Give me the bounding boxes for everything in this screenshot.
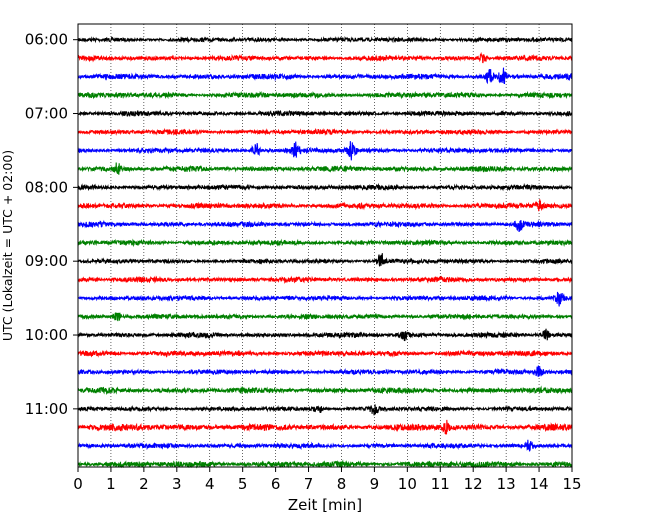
- y-tick-label: 11:00: [25, 400, 68, 418]
- x-tick-label: 7: [304, 475, 314, 493]
- trace-0615: [77, 51, 573, 64]
- x-tick-label: 15: [562, 475, 581, 493]
- x-tick-label: 10: [398, 475, 417, 493]
- trace-0945: [77, 312, 573, 322]
- trace-0815: [77, 199, 573, 212]
- trace-1030: [77, 365, 573, 377]
- plot-frame: [77, 23, 573, 468]
- x-tick-label: 11: [431, 475, 450, 493]
- trace-0700: [77, 109, 573, 118]
- trace-1015: [77, 349, 573, 358]
- trace-1115: [77, 419, 573, 435]
- x-tick-label: 5: [238, 475, 248, 493]
- trace-0630: [77, 67, 573, 85]
- x-tick-label: 13: [497, 475, 516, 493]
- trace-0830: [77, 219, 573, 232]
- y-tick-label: 08:00: [25, 178, 68, 196]
- trace-0900: [77, 253, 573, 267]
- trace-1145: [77, 459, 573, 469]
- x-axis: 0 1 2 3 4 5 6 7 8 9 10 11 12 13 14 15: [73, 467, 582, 493]
- x-tick-label: 12: [464, 475, 483, 493]
- trace-0600: [77, 35, 573, 44]
- x-tick-label: 2: [139, 475, 149, 493]
- x-tick-label: 6: [271, 475, 281, 493]
- trace-0930: [77, 291, 573, 307]
- trace-0845: [77, 238, 573, 248]
- x-tick-label: 1: [106, 475, 116, 493]
- x-tick-label: 3: [172, 475, 182, 493]
- x-tick-label: 14: [530, 475, 549, 493]
- y-tick-label: 09:00: [25, 252, 68, 270]
- trace-0745: [77, 162, 573, 175]
- trace-0800: [77, 182, 573, 192]
- x-axis-label: Zeit [min]: [288, 496, 362, 514]
- trace-1000: [77, 328, 573, 342]
- x-tick-label: 9: [370, 475, 380, 493]
- y-tick-label: 07:00: [25, 105, 68, 123]
- y-axis: 06:00 07:00 08:00 09:00 10:00 11:00: [25, 31, 78, 418]
- trace-0715: [77, 127, 573, 136]
- x-tick-label: 0: [73, 475, 83, 493]
- x-tick-label: 8: [337, 475, 347, 493]
- y-tick-label: 06:00: [25, 31, 68, 49]
- trace-1100: [77, 404, 573, 416]
- trace-1045: [77, 385, 573, 396]
- grid-lines: [110, 24, 540, 467]
- x-tick-label: 4: [205, 475, 215, 493]
- y-tick-label: 10:00: [25, 326, 68, 344]
- trace-1130: [77, 439, 573, 452]
- trace-0645: [77, 90, 573, 100]
- trace-0730: [77, 141, 573, 161]
- trace-0915: [77, 275, 573, 284]
- trace-group: [77, 35, 573, 469]
- y-axis-label: UTC (Lokalzeit = UTC + 02:00): [0, 150, 15, 341]
